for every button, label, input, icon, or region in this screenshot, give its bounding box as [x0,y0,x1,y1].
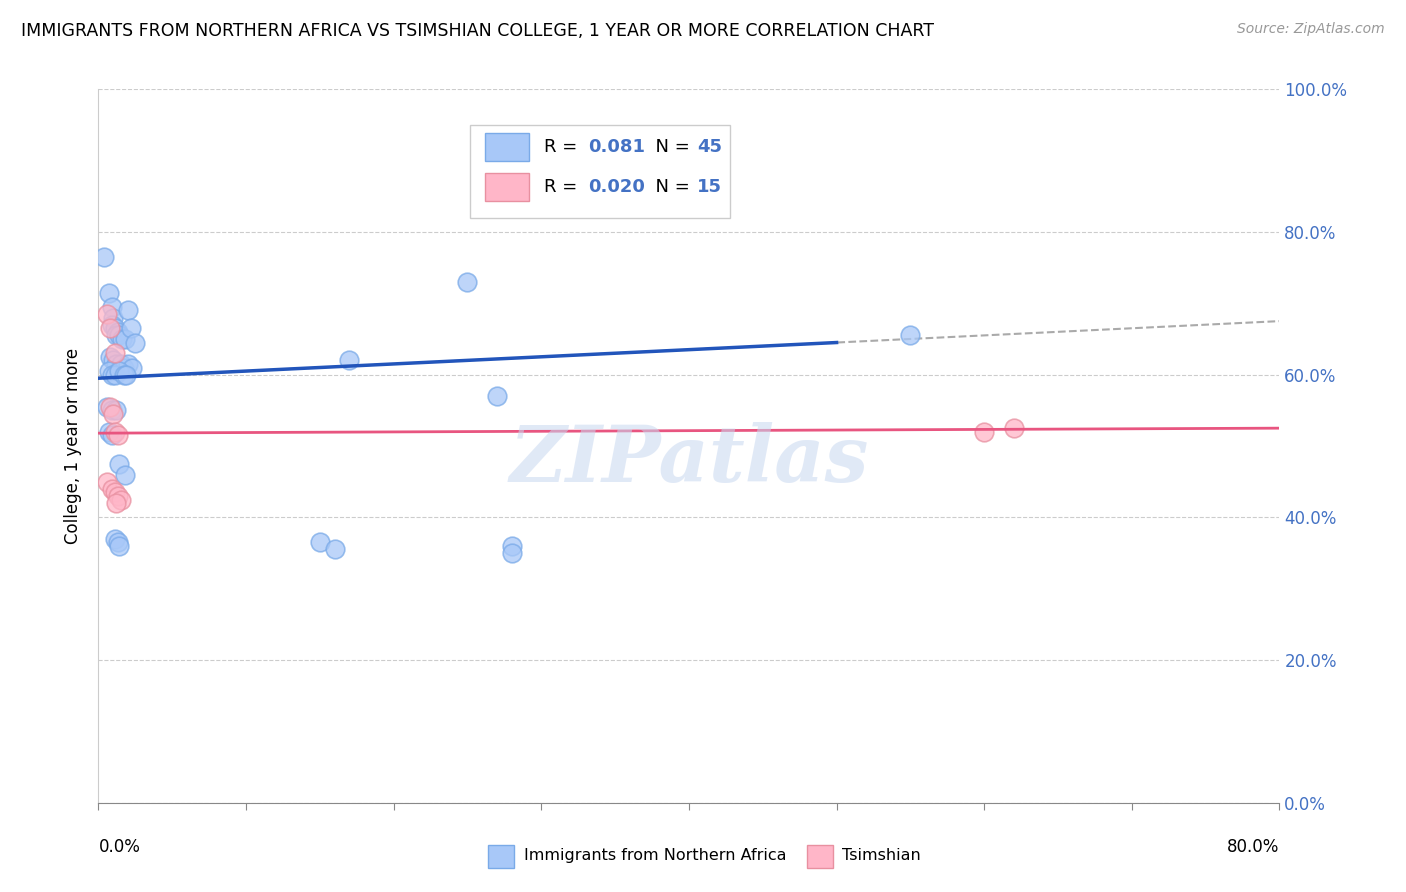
Point [98,321,121,335]
Point [124,335,146,350]
Text: 0.020: 0.020 [589,178,645,196]
FancyBboxPatch shape [807,845,832,868]
Point [112,360,135,375]
Point [104,425,127,439]
FancyBboxPatch shape [488,845,515,868]
FancyBboxPatch shape [485,173,530,201]
Point [501,546,523,560]
Text: 45: 45 [697,138,723,156]
Text: N =: N = [644,138,696,156]
Point [110,357,132,371]
Point [96,475,118,489]
Point [97,425,120,439]
Point [100,368,122,382]
Point [107,535,129,549]
Point [107,325,129,339]
Point [100,403,122,417]
Point [111,332,134,346]
Point [100,428,122,442]
Text: 80.0%: 80.0% [1227,838,1279,856]
Point [104,321,127,335]
FancyBboxPatch shape [471,125,730,218]
Text: 15: 15 [697,178,723,196]
Text: 0.0%: 0.0% [98,838,141,856]
Point [100,318,122,332]
Point [96,400,118,414]
Point [1002,421,1025,435]
Point [486,389,509,403]
Text: IMMIGRANTS FROM NORTHERN AFRICA VS TSIMSHIAN COLLEGE, 1 YEAR OR MORE CORRELATION: IMMIGRANTS FROM NORTHERN AFRICA VS TSIMS… [21,22,934,40]
Text: 0.081: 0.081 [589,138,645,156]
Point [105,328,128,343]
Point [104,368,127,382]
Point [97,285,120,300]
Point [456,275,478,289]
Point [114,467,136,482]
Point [115,368,138,382]
Point [105,357,128,371]
Point [103,407,125,421]
Point [107,489,129,503]
Point [309,535,332,549]
Point [108,328,131,343]
Y-axis label: College, 1 year or more: College, 1 year or more [65,348,83,544]
Text: Source: ZipAtlas.com: Source: ZipAtlas.com [1237,22,1385,37]
Point [973,425,995,439]
Point [103,353,125,368]
Text: Tsimshian: Tsimshian [842,847,921,863]
Point [105,496,128,510]
FancyBboxPatch shape [485,134,530,161]
Text: N =: N = [644,178,696,196]
Point [110,492,132,507]
Point [96,307,118,321]
Point [112,368,135,382]
Point [104,485,127,500]
Point [108,364,131,378]
Point [120,321,142,335]
Point [121,360,143,375]
Point [103,310,125,325]
Text: ZIPatlas: ZIPatlas [509,422,869,499]
Point [114,332,136,346]
Point [501,539,523,553]
Point [105,403,128,417]
Point [900,328,922,343]
Text: R =: R = [544,178,582,196]
Point [100,482,122,496]
Point [104,532,127,546]
Text: Immigrants from Northern Africa: Immigrants from Northern Africa [523,847,786,863]
Point [97,364,120,378]
Point [98,400,121,414]
Point [339,353,360,368]
Point [108,539,131,553]
Point [117,357,139,371]
Point [117,303,139,318]
Point [93,250,115,264]
Point [107,428,129,442]
Text: R =: R = [544,138,582,156]
Point [100,300,122,314]
Point [104,346,127,360]
Point [323,542,346,557]
Point [98,350,121,364]
Point [108,457,131,471]
